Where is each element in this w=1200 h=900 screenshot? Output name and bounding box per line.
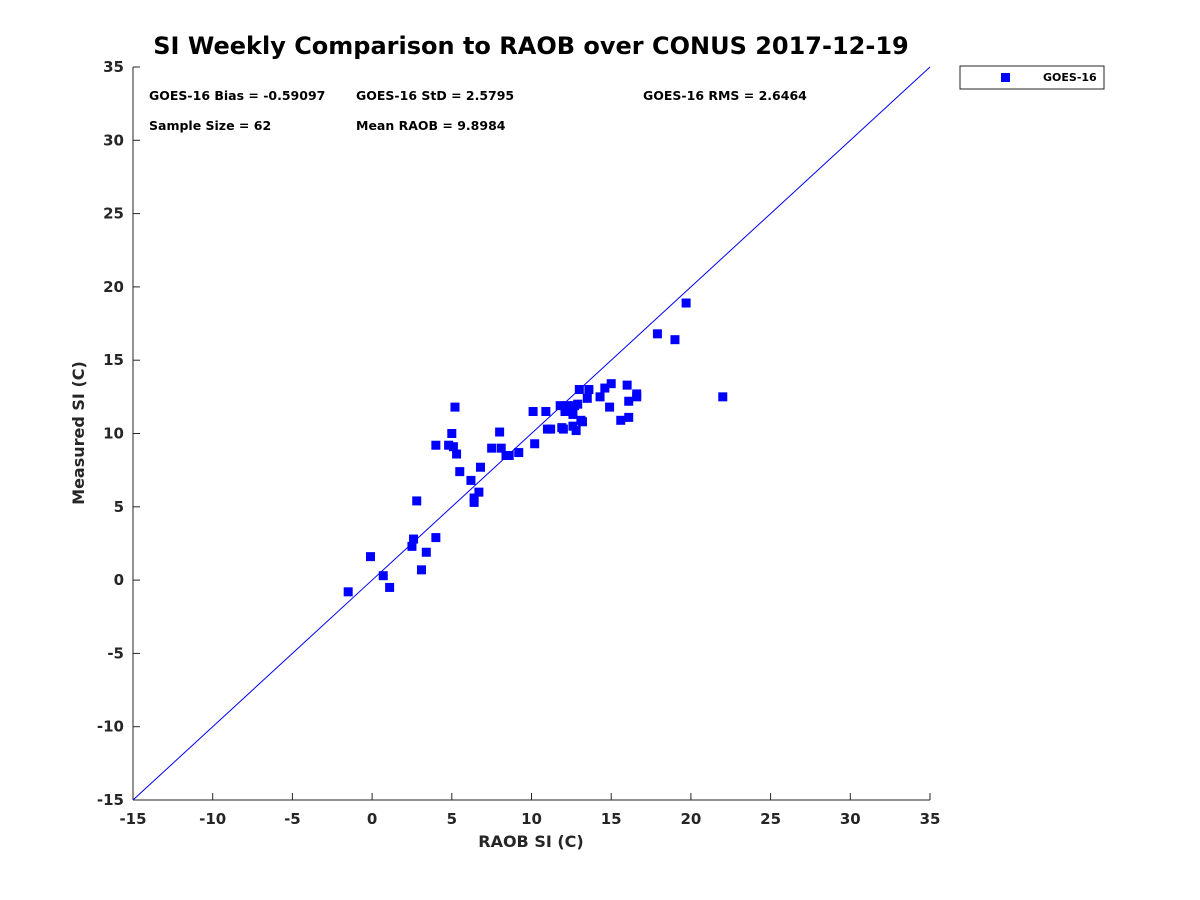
y-tick-label: 30 [103, 131, 124, 149]
data-point [530, 439, 540, 449]
data-point [474, 487, 484, 497]
data-point [487, 443, 497, 453]
x-tick-label: 20 [680, 810, 701, 828]
data-point [343, 587, 353, 597]
one-to-one-line [132, 66, 931, 801]
stats-annotations: GOES-16 Bias = -0.59097 GOES-16 StD = 2.… [149, 88, 807, 133]
data-point [514, 448, 524, 458]
legend: GOES-16 [959, 65, 1105, 90]
x-tick-label: 25 [760, 810, 781, 828]
data-point [407, 541, 417, 551]
legend-marker-square [1001, 73, 1010, 82]
data-point [562, 401, 572, 411]
data-point [555, 401, 565, 411]
data-point [616, 415, 626, 425]
data-point [496, 443, 506, 453]
x-tick-label: 5 [447, 810, 457, 828]
data-point [504, 450, 514, 460]
data-point [431, 533, 441, 543]
data-point [412, 496, 422, 506]
data-point [632, 392, 642, 402]
chart-title: SI Weekly Comparison to RAOB over CONUS … [153, 32, 908, 60]
y-tick-label: 15 [103, 351, 124, 369]
data-point [528, 407, 538, 417]
data-point [469, 497, 479, 507]
data-point [573, 399, 583, 409]
data-point [495, 427, 505, 437]
data-point [652, 329, 662, 339]
stat-std: GOES-16 StD = 2.5795 [356, 88, 514, 103]
y-axis-label: Measured SI (C) [69, 361, 88, 505]
data-point [448, 442, 458, 452]
x-tick-label: -15 [119, 810, 146, 828]
stat-bias: GOES-16 Bias = -0.59097 [149, 88, 325, 103]
y-tick-label: -15 [97, 791, 124, 809]
data-point [447, 429, 457, 438]
data-point [624, 396, 634, 406]
y-axis-ticks: 35 30 25 20 15 10 5 0 -5 -10 -15 [97, 58, 140, 809]
data-point [450, 402, 460, 412]
x-tick-label: 0 [367, 810, 377, 828]
y-tick-label: 0 [114, 571, 124, 589]
data-point [622, 380, 632, 390]
data-point [718, 392, 728, 402]
x-tick-label: -10 [199, 810, 226, 828]
stat-sample-size: Sample Size = 62 [149, 118, 271, 133]
x-axis-ticks: -15 -10 -5 0 5 10 15 20 25 30 35 [119, 793, 940, 828]
x-tick-label: 15 [601, 810, 622, 828]
y-tick-label: 25 [103, 205, 124, 223]
data-point [409, 534, 419, 544]
data-point [578, 417, 588, 427]
x-axis-label: RAOB SI (C) [478, 832, 583, 851]
stat-rms: GOES-16 RMS = 2.6464 [643, 88, 807, 103]
data-point [568, 409, 578, 419]
y-tick-label: 20 [103, 278, 124, 296]
data-point [605, 402, 615, 412]
data-point [366, 552, 376, 562]
x-tick-label: 10 [521, 810, 542, 828]
data-point [417, 565, 427, 575]
y-tick-label: -10 [97, 718, 124, 736]
x-tick-label: -5 [284, 810, 301, 828]
y-tick-label: 10 [103, 425, 124, 443]
data-point [452, 449, 462, 459]
data-point [606, 379, 616, 389]
data-point [681, 298, 691, 308]
data-point [595, 392, 605, 402]
y-tick-label: 5 [114, 498, 124, 516]
legend-box [959, 65, 1105, 90]
data-point [378, 571, 388, 581]
stat-mean-raob: Mean RAOB = 9.8984 [356, 118, 506, 133]
data-point [582, 393, 592, 403]
data-point [546, 424, 556, 434]
data-point [475, 462, 485, 472]
data-point [574, 385, 584, 395]
data-point [444, 440, 454, 450]
data-point [558, 424, 568, 434]
data-point [541, 407, 551, 417]
y-tick-label: -5 [107, 644, 124, 662]
data-point [466, 475, 476, 485]
x-tick-label: 30 [840, 810, 861, 828]
data-point [431, 440, 441, 450]
data-point [584, 385, 594, 395]
data-point [455, 467, 465, 477]
data-point [670, 335, 680, 345]
y-tick-label: 35 [103, 58, 124, 76]
data-point [624, 412, 634, 422]
legend-label-goes-16: GOES-16 [1043, 71, 1097, 84]
x-tick-label: 35 [920, 810, 941, 828]
scatter-points [343, 298, 728, 597]
data-point [571, 426, 581, 436]
data-point [421, 547, 431, 557]
data-point [600, 383, 610, 393]
data-point [385, 582, 395, 592]
data-point [560, 407, 570, 417]
